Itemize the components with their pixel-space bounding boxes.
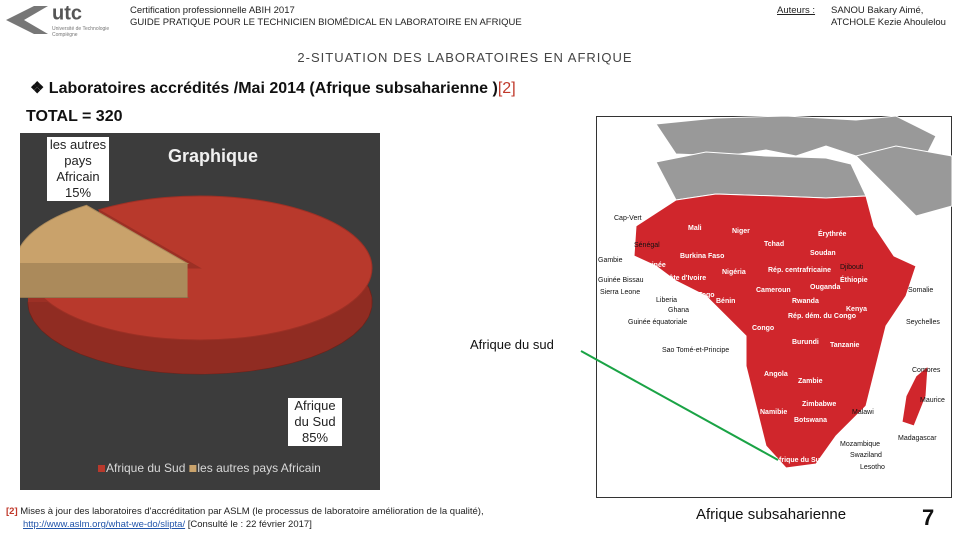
- footnote-after: [Consulté le : 22 février 2017]: [187, 519, 312, 530]
- map-label: Angola: [764, 371, 788, 378]
- author: ATCHOLE Kezie Ahoulelou: [831, 17, 946, 28]
- map-label: Bénin: [716, 298, 735, 305]
- legend-swatch: [98, 465, 105, 472]
- logo-mark: utc: [6, 2, 82, 34]
- map-label: Rép. centrafricaine: [768, 267, 831, 274]
- map-label: Éthiopie: [840, 275, 868, 284]
- map-label: Zimbabwe: [802, 401, 836, 408]
- middle-east: [855, 145, 952, 217]
- map-label: Tanzanie: [830, 342, 860, 349]
- map-label: Ouganda: [810, 284, 840, 291]
- data-label: Afrique du Sud 85%: [288, 398, 342, 446]
- section-title: 2-SITUATION DES LABORATOIRES EN AFRIQUE: [297, 50, 633, 65]
- map-label: Liberia: [656, 297, 677, 304]
- heading-ref: [2]: [497, 80, 516, 97]
- data-label-value: 85%: [301, 430, 329, 445]
- legend-swatch: [189, 465, 197, 472]
- map-label: Soudan: [810, 250, 836, 257]
- map-label: Malawi: [852, 409, 874, 416]
- map-label: Gambie: [598, 257, 623, 264]
- logo-text: utc: [52, 2, 82, 24]
- pie-slice: [20, 204, 190, 265]
- logo-shape: [6, 6, 48, 34]
- map-label: Somalie: [908, 287, 933, 294]
- map-label: Niger: [732, 228, 750, 235]
- header-line: GUIDE PRATIQUE POUR LE TECHNICIEN BIOMÉD…: [130, 17, 522, 28]
- map-label: Cap-Vert: [614, 215, 642, 222]
- data-label: les autres pays Africain 15%: [47, 137, 109, 201]
- callout: Afrique du sud: [470, 337, 554, 352]
- legend-label: Afrique du Sud: [106, 461, 185, 475]
- map-label: Cameroun: [756, 287, 791, 294]
- map-label: Seychelles: [906, 319, 940, 326]
- map-label: Lesotho: [860, 464, 885, 471]
- map-label: Togo: [698, 292, 715, 299]
- author: SANOU Bakary Aimé,: [831, 5, 924, 16]
- map-label: Guinée Bissau: [598, 277, 644, 284]
- map-label: Rwanda: [792, 298, 819, 305]
- map-label: Madagascar: [898, 435, 937, 442]
- map-label: Sierra Leone: [600, 289, 640, 296]
- logo: utc Université de Technologie Compiègne: [4, 2, 116, 40]
- heading: ❖ Laboratoires accrédités /Mai 2014 (Afr…: [30, 80, 516, 97]
- page-number: 7: [922, 505, 935, 530]
- map-label: Djibouti: [840, 264, 864, 271]
- data-label-category: les autres pays Africain: [49, 137, 107, 184]
- madagascar: [901, 364, 929, 427]
- map-label: Sao Tomé-et-Principe: [662, 347, 729, 354]
- map-label: Érythrée: [818, 229, 847, 238]
- footnote-link[interactable]: http://www.aslm.org/what-we-do/slipta/: [23, 519, 186, 530]
- authors-label: Auteurs :: [777, 5, 816, 16]
- chart-title: Graphique: [168, 146, 258, 166]
- map-label: Nigéria: [722, 269, 746, 276]
- map-label: Ghana: [668, 307, 689, 314]
- data-label-value: 15%: [64, 185, 92, 200]
- map-label: Burundi: [792, 339, 819, 346]
- map-label: Burkina Faso: [680, 253, 724, 260]
- map-label: Sénégal: [634, 242, 660, 249]
- total: TOTAL = 320: [26, 108, 123, 125]
- header-line: Certification professionnelle ABIH 2017: [130, 5, 295, 16]
- institution: Université de Technologie Compiègne: [52, 26, 110, 38]
- pie-slice: [27, 195, 373, 341]
- map-label: Afrique du Sud: [774, 457, 824, 464]
- map-label: Rép. dém. du Congo: [788, 313, 856, 320]
- sub-saharan-africa: [633, 193, 917, 469]
- footnote-ref: [2]: [6, 506, 18, 517]
- map-label: Gabon: [714, 329, 736, 336]
- map-label: Botswana: [794, 417, 827, 424]
- map-label: Guinée équatoriale: [628, 319, 687, 326]
- data-label-category: Afrique du Sud: [294, 398, 336, 429]
- heading-text: Laboratoires accrédités /Mai 2014 (Afriq…: [48, 80, 498, 97]
- map-label: Comores: [912, 367, 941, 374]
- map-label: Zambie: [798, 378, 823, 385]
- map-label: Guinée: [642, 262, 666, 269]
- footnote-text: Mises à jour des laboratoires d'accrédit…: [20, 506, 484, 517]
- map-label: Swaziland: [850, 452, 882, 459]
- legend-label: les autres pays Africain: [197, 461, 320, 475]
- map-label: Mozambique: [840, 441, 880, 448]
- map-label: Mali: [688, 225, 702, 232]
- map-label: Maurice: [920, 397, 945, 404]
- map-caption: Afrique subsaharienne: [696, 506, 847, 523]
- map-label: Namibie: [760, 409, 787, 416]
- footnote: [2] Mises à jour des laboratoires d'accr…: [6, 505, 566, 531]
- map-label: Tchad: [764, 241, 784, 248]
- map-label: Kenya: [846, 306, 867, 313]
- map-label: Congo: [752, 325, 774, 332]
- map: Cap-Vert Mali Niger Érythrée Sénégal Tchad Sou…: [596, 116, 952, 498]
- map-label: Côte d'Ivoire: [664, 275, 706, 282]
